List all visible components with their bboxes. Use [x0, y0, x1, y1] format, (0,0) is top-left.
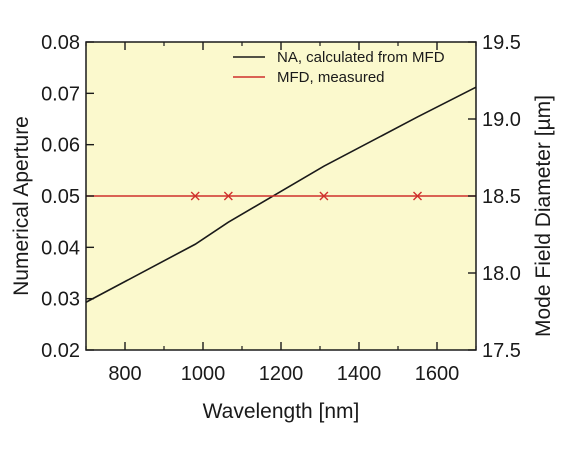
- y-tick-label: 0.04: [41, 237, 80, 259]
- x-tick-label: 800: [108, 363, 141, 385]
- x-tick-label: 1000: [181, 363, 226, 385]
- y2-tick-label: 18.5: [482, 186, 521, 208]
- series-layer: [85, 86, 477, 303]
- y-tick-label: 0.06: [41, 135, 80, 157]
- axes-layer: 800 1000 1200 1400 1600 0.02 0.03 0.04 0.05 0.06 0…: [41, 32, 521, 385]
- y-axis-title: Numerical Aperture: [10, 116, 33, 296]
- legend-label-na: NA, calculated from MFD: [277, 49, 445, 66]
- series-line-na: [85, 86, 477, 303]
- mfd-marker: [223, 191, 233, 201]
- y2-tick-label: 19.0: [482, 109, 521, 131]
- y2-axis-title: Mode Field Diameter [µm]: [532, 95, 555, 337]
- y-tick-label: 0.07: [41, 83, 80, 105]
- x-tick-label: 1600: [415, 363, 460, 385]
- x-tick-label: 1400: [337, 363, 382, 385]
- x-tick-label: 1200: [259, 363, 304, 385]
- mfd-marker: [319, 191, 329, 201]
- y-tick-label: 0.05: [41, 186, 80, 208]
- y-tick-label: 0.03: [41, 289, 80, 311]
- legend: NA, calculated from MFD MFD, measured: [233, 49, 445, 86]
- mfd-marker: [413, 191, 422, 201]
- x-axis-title: Wavelength [nm]: [203, 400, 360, 423]
- mfd-marker: [190, 191, 200, 201]
- legend-label-mfd: MFD, measured: [277, 69, 385, 86]
- y2-tick-label: 19.5: [482, 32, 521, 54]
- y2-tick-label: 17.5: [482, 340, 521, 362]
- y-tick-label: 0.02: [41, 340, 80, 362]
- y-tick-label: 0.08: [41, 32, 80, 54]
- y2-tick-label: 18.0: [482, 263, 521, 285]
